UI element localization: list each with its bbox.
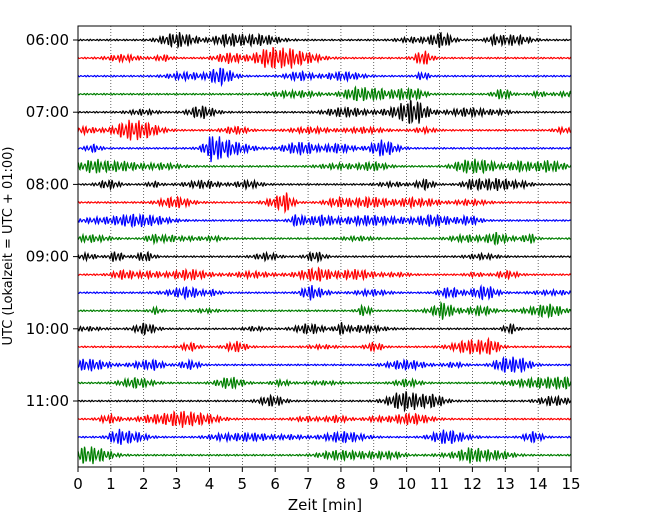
trace-0800 bbox=[77, 177, 572, 192]
x-tick-label: 9 bbox=[369, 475, 379, 493]
trace-0600 bbox=[77, 31, 572, 50]
x-tick-label: 5 bbox=[238, 475, 248, 493]
trace-0700 bbox=[77, 100, 572, 124]
x-axis-ticks: 0 1 2 3 4 5 6 7 8 9 10 11 12 13 14 15 bbox=[73, 467, 581, 493]
plot-frame bbox=[77, 25, 572, 468]
trace-0815 bbox=[77, 192, 572, 214]
x-tick-label: 12 bbox=[463, 475, 482, 493]
trace-1030 bbox=[77, 355, 572, 373]
x-tick-label: 6 bbox=[270, 475, 280, 493]
x-tick-label: 15 bbox=[561, 475, 580, 493]
trace-0730 bbox=[77, 136, 572, 163]
trace-1100 bbox=[77, 391, 572, 413]
traces bbox=[77, 31, 572, 465]
trace-0845 bbox=[77, 232, 572, 246]
x-tick-label: 2 bbox=[139, 475, 149, 493]
trace-0645 bbox=[77, 85, 572, 102]
x-tick-label: 11 bbox=[430, 475, 449, 493]
trace-0915 bbox=[77, 266, 572, 282]
trace-0945 bbox=[77, 300, 572, 320]
y-tick-label: 06:00 bbox=[26, 31, 69, 49]
trace-0630 bbox=[77, 67, 572, 88]
x-tick-label: 1 bbox=[106, 475, 116, 493]
x-tick-label: 3 bbox=[172, 475, 182, 493]
y-axis-ticks: 06:00 07:00 08:00 09:00 10:00 11:00 bbox=[26, 31, 78, 410]
trace-1115 bbox=[77, 410, 572, 428]
x-tick-label: 4 bbox=[205, 475, 215, 493]
y-tick-label: 09:00 bbox=[26, 248, 69, 266]
y-tick-label: 11:00 bbox=[26, 392, 69, 410]
x-tick-label: 13 bbox=[496, 475, 515, 493]
x-tick-label: 7 bbox=[303, 475, 313, 493]
x-tick-label: 8 bbox=[336, 475, 346, 493]
y-axis-label: UTC (Lokalzeit = UTC + 01:00) bbox=[1, 147, 16, 346]
trace-0830 bbox=[77, 212, 572, 229]
x-axis-label: Zeit [min] bbox=[288, 496, 362, 514]
trace-0715 bbox=[77, 119, 572, 141]
trace-0615 bbox=[77, 46, 572, 69]
trace-1015 bbox=[77, 336, 572, 355]
y-tick-label: 07:00 bbox=[26, 103, 69, 121]
y-tick-label: 08:00 bbox=[26, 175, 69, 193]
trace-1045 bbox=[77, 376, 572, 391]
x-tick-label: 10 bbox=[397, 475, 416, 493]
trace-0900 bbox=[77, 250, 572, 264]
trace-1130 bbox=[77, 428, 572, 445]
x-tick-label: 14 bbox=[529, 475, 548, 493]
trace-0930 bbox=[77, 284, 572, 301]
trace-1145 bbox=[77, 446, 572, 465]
y-tick-label: 10:00 bbox=[26, 320, 69, 338]
trace-1000 bbox=[77, 322, 572, 336]
trace-0745 bbox=[77, 158, 572, 175]
x-tick-label: 0 bbox=[73, 475, 83, 493]
